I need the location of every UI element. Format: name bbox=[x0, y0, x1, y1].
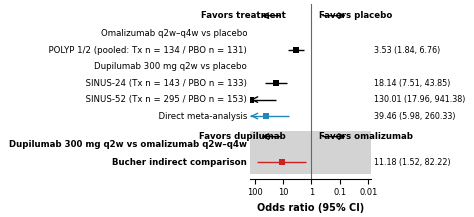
X-axis label: Odds ratio (95% CI): Odds ratio (95% CI) bbox=[257, 203, 364, 213]
Text: Favors placebo: Favors placebo bbox=[319, 11, 392, 20]
Text: Dupilumab 300 mg q2w vs omalizumab q2w–q4w: Dupilumab 300 mg q2w vs omalizumab q2w–q… bbox=[9, 140, 247, 148]
Bar bbox=[249, 131, 371, 174]
Text: SINUS-52 (Tx n = 295 / PBO n = 153): SINUS-52 (Tx n = 295 / PBO n = 153) bbox=[80, 95, 247, 104]
Text: 11.18 (1.52, 82.22): 11.18 (1.52, 82.22) bbox=[374, 158, 450, 167]
Text: 18.14 (7.51, 43.85): 18.14 (7.51, 43.85) bbox=[374, 79, 450, 88]
Text: Direct meta-analysis: Direct meta-analysis bbox=[153, 112, 247, 120]
Text: Favors treatment: Favors treatment bbox=[201, 11, 286, 20]
Text: Dupilumab 300 mg q2w vs placebo: Dupilumab 300 mg q2w vs placebo bbox=[94, 62, 247, 71]
Text: SINUS-24 (Tx n = 143 / PBO n = 133): SINUS-24 (Tx n = 143 / PBO n = 133) bbox=[80, 79, 247, 88]
Text: Favors dupilumab: Favors dupilumab bbox=[199, 132, 286, 141]
Text: Omalizumab q2w–q4w vs placebo: Omalizumab q2w–q4w vs placebo bbox=[100, 29, 247, 38]
Text: POLYP 1/2 (pooled: Tx n = 134 / PBO n = 131): POLYP 1/2 (pooled: Tx n = 134 / PBO n = … bbox=[43, 46, 247, 55]
Text: 39.46 (5.98, 260.33): 39.46 (5.98, 260.33) bbox=[374, 112, 455, 120]
Text: 3.53 (1.84, 6.76): 3.53 (1.84, 6.76) bbox=[374, 46, 440, 55]
Text: 130.01 (17.96, 941.38): 130.01 (17.96, 941.38) bbox=[374, 95, 465, 104]
Text: Bucher indirect comparison: Bucher indirect comparison bbox=[106, 158, 247, 167]
Text: Favors omalizumab: Favors omalizumab bbox=[319, 132, 413, 141]
